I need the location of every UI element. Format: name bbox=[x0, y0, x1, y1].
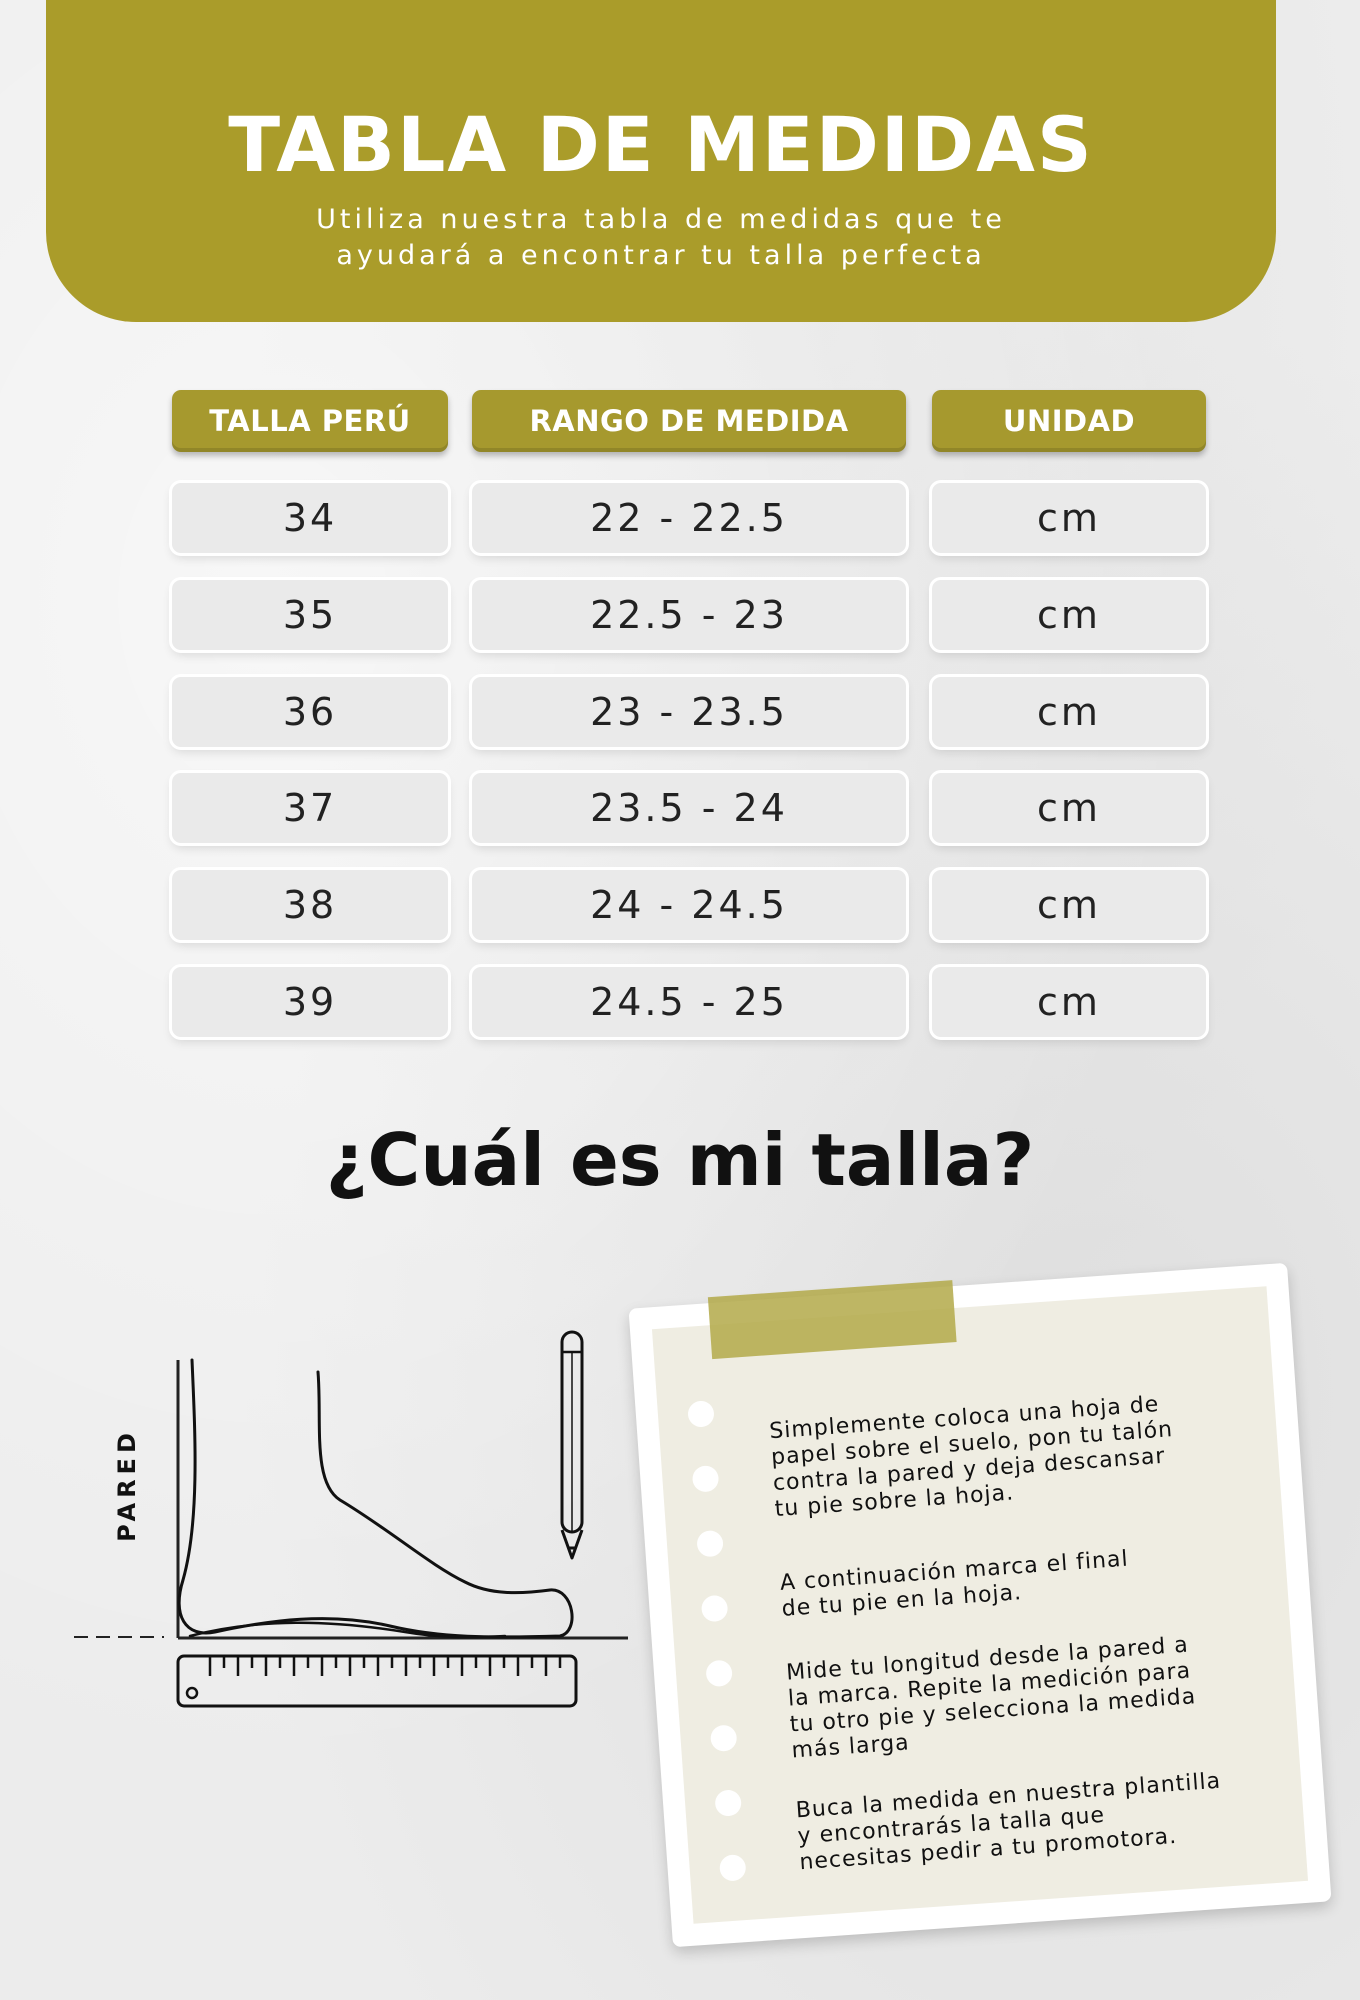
binder-hole bbox=[687, 1400, 715, 1428]
instruction-step-2: A continuación marca el final de tu pie … bbox=[779, 1546, 1130, 1622]
binder-hole bbox=[700, 1594, 729, 1623]
foot-outline-icon bbox=[177, 1358, 574, 1639]
foot-measure-diagram bbox=[74, 1330, 628, 1708]
table-cell-unidad: cm bbox=[932, 677, 1206, 747]
note-paper: Simplemente coloca una hoja de papel sob… bbox=[651, 1286, 1309, 1924]
table-cell-rango: 22.5 - 23 bbox=[472, 580, 906, 650]
subtitle-line-2: ayudará a encontrar tu talla perfecta bbox=[336, 240, 986, 271]
table-cell-talla: 34 bbox=[172, 483, 448, 553]
column-header-talla: TALLA PERÚ bbox=[172, 390, 448, 452]
table-cell-talla: 35 bbox=[172, 580, 448, 650]
instruction-step-1: Simplemente coloca una hoja de papel sob… bbox=[768, 1392, 1174, 1523]
header-banner: TABLA DE MEDIDAS Utiliza nuestra tabla d… bbox=[46, 0, 1276, 322]
binder-hole bbox=[718, 1854, 747, 1882]
table-cell-unidad: cm bbox=[932, 580, 1206, 650]
instruction-step-3: Mide tu longitud desde la pared a la mar… bbox=[785, 1632, 1197, 1764]
page-title: TABLA DE MEDIDAS bbox=[228, 100, 1094, 189]
binder-hole bbox=[705, 1659, 734, 1688]
ruler-icon bbox=[176, 1654, 578, 1708]
binder-hole bbox=[696, 1529, 724, 1558]
table-cell-unidad: cm bbox=[932, 870, 1206, 940]
table-cell-rango: 23.5 - 24 bbox=[472, 773, 906, 843]
table-cell-rango: 24.5 - 25 bbox=[472, 967, 906, 1037]
section-heading: ¿Cuál es mi talla? bbox=[325, 1118, 1035, 1202]
table-cell-unidad: cm bbox=[932, 967, 1206, 1037]
instructions-note: Simplemente coloca una hoja de papel sob… bbox=[628, 1262, 1332, 1948]
table-cell-talla: 36 bbox=[172, 677, 448, 747]
pencil-icon bbox=[560, 1330, 584, 1560]
binder-hole bbox=[709, 1724, 738, 1753]
table-cell-talla: 37 bbox=[172, 773, 448, 843]
column-header-rango: RANGO DE MEDIDA bbox=[472, 390, 906, 452]
instruction-step-4: Buca la medida en nuestra plantilla y en… bbox=[795, 1768, 1222, 1876]
table-cell-rango: 24 - 24.5 bbox=[472, 870, 906, 940]
table-cell-talla: 38 bbox=[172, 870, 448, 940]
table-cell-unidad: cm bbox=[932, 773, 1206, 843]
table-cell-unidad: cm bbox=[932, 483, 1206, 553]
table-cell-rango: 22 - 22.5 bbox=[472, 483, 906, 553]
table-cell-talla: 39 bbox=[172, 967, 448, 1037]
subtitle-line-1: Utiliza nuestra tabla de medidas que te bbox=[316, 204, 1006, 235]
binder-hole bbox=[714, 1789, 743, 1817]
table-cell-rango: 23 - 23.5 bbox=[472, 677, 906, 747]
column-header-unidad: UNIDAD bbox=[932, 390, 1206, 452]
page-subtitle: Utiliza nuestra tabla de medidas que te … bbox=[46, 202, 1276, 274]
binder-hole bbox=[691, 1464, 720, 1493]
